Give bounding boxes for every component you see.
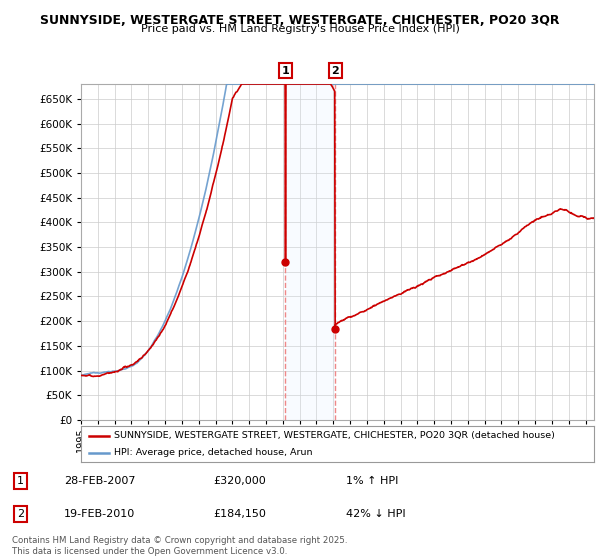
Text: 1: 1 [281, 66, 289, 76]
Text: £320,000: £320,000 [214, 476, 266, 486]
Text: SUNNYSIDE, WESTERGATE STREET, WESTERGATE, CHICHESTER, PO20 3QR: SUNNYSIDE, WESTERGATE STREET, WESTERGATE… [40, 14, 560, 27]
Text: 2: 2 [331, 66, 339, 76]
Bar [286, 84, 335, 420]
Text: 28-FEB-2007: 28-FEB-2007 [64, 476, 136, 486]
Text: 2: 2 [17, 509, 24, 519]
Text: HPI: Average price, detached house, Arun: HPI: Average price, detached house, Arun [115, 449, 313, 458]
Text: 19-FEB-2010: 19-FEB-2010 [64, 509, 135, 519]
Text: SUNNYSIDE, WESTERGATE STREET, WESTERGATE, CHICHESTER, PO20 3QR (detached house): SUNNYSIDE, WESTERGATE STREET, WESTERGATE… [115, 431, 555, 440]
Text: 1% ↑ HPI: 1% ↑ HPI [346, 476, 398, 486]
Text: £184,150: £184,150 [214, 509, 266, 519]
Text: Contains HM Land Registry data © Crown copyright and database right 2025.
This d: Contains HM Land Registry data © Crown c… [12, 536, 347, 556]
Text: 42% ↓ HPI: 42% ↓ HPI [346, 509, 406, 519]
Text: 1: 1 [17, 476, 24, 486]
Text: Price paid vs. HM Land Registry's House Price Index (HPI): Price paid vs. HM Land Registry's House … [140, 24, 460, 34]
